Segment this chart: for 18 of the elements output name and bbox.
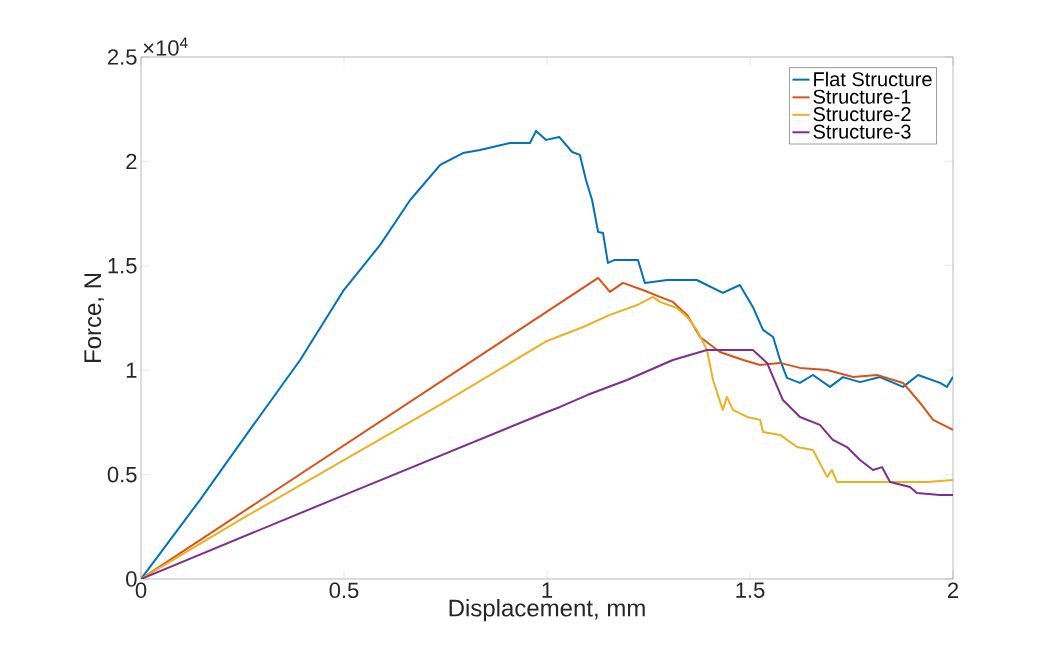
x-tick-label: 2 bbox=[948, 582, 959, 598]
y-tick-label: 1 bbox=[126, 362, 137, 378]
legend-label: Structure-3 bbox=[813, 124, 911, 139]
x-axis-title: Displacement, mm bbox=[449, 598, 645, 622]
x-tick-label: 1.5 bbox=[736, 582, 765, 598]
y-axis-title: Force, N bbox=[84, 273, 105, 363]
y-tick-label: 2.5 bbox=[108, 49, 137, 65]
text: ×10$^{4}$ bbox=[143, 37, 188, 56]
y-tick-label: 1.5 bbox=[108, 258, 137, 274]
line-series bbox=[141, 348, 954, 579]
y-tick-label: 0 bbox=[126, 571, 137, 587]
x-tick-label: 1 bbox=[542, 582, 553, 598]
y-tick-label: 0.5 bbox=[107, 466, 137, 483]
x-tick-label: 0.5 bbox=[329, 582, 359, 599]
legend-label: Structure-2 bbox=[813, 107, 911, 122]
legend-label: Flat Structure bbox=[814, 71, 932, 87]
legend-label: Structure-1 bbox=[813, 89, 911, 104]
y-tick-label: 2 bbox=[126, 153, 137, 170]
